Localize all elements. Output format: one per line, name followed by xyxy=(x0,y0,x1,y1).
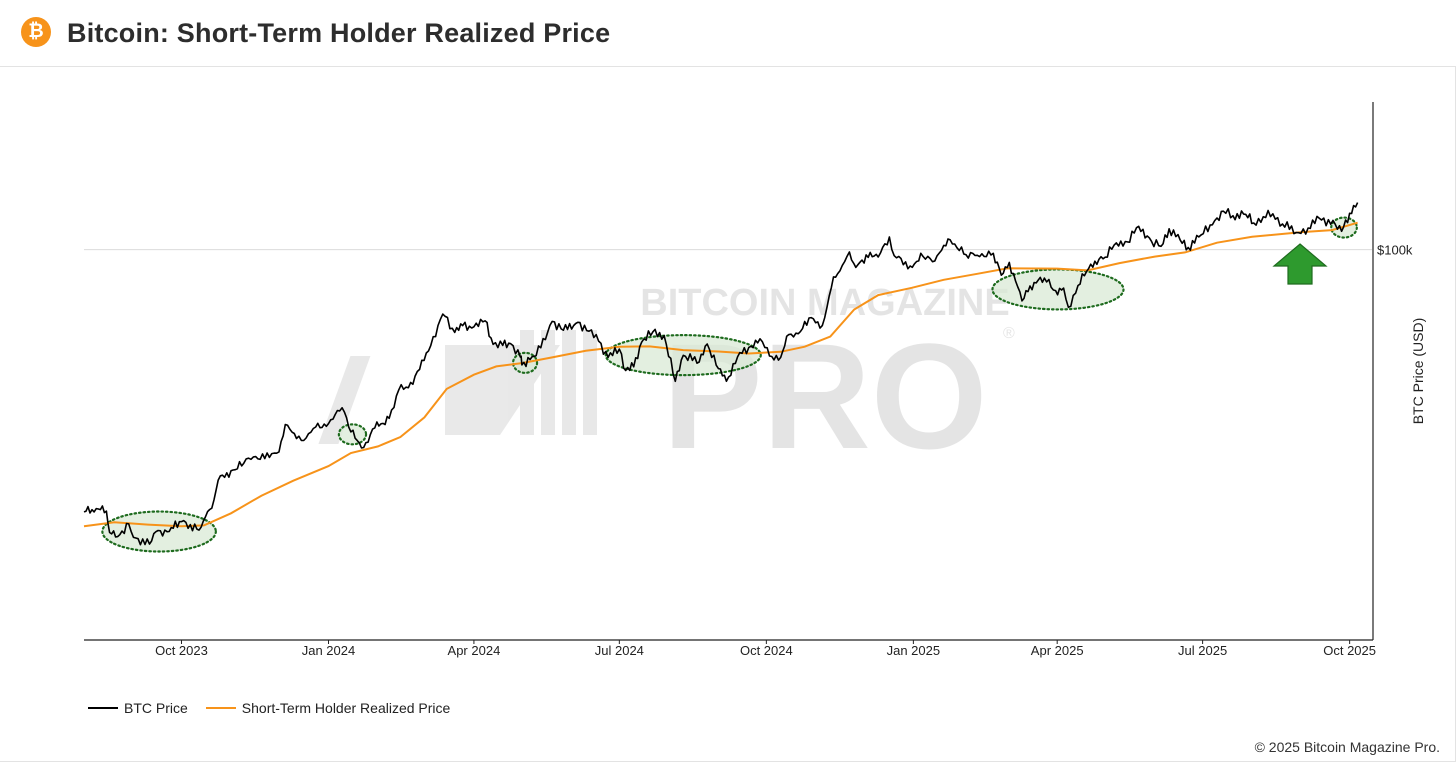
legend-item-sth-realized-price: Short-Term Holder Realized Price xyxy=(205,700,451,716)
y-tick-label: $100k xyxy=(1377,243,1413,258)
y-axis-ticks: $100k xyxy=(1377,243,1413,258)
y-axis-label: BTC Price (USD) xyxy=(1410,318,1426,425)
chart-header: ₿ Bitcoin: Short-Term Holder Realized Pr… xyxy=(0,0,1456,67)
x-tick-label: Apr 2024 xyxy=(448,643,501,658)
x-tick-label: Jul 2024 xyxy=(595,643,644,658)
watermark: BITCOIN MAGAZINE PRO ® xyxy=(318,282,1015,480)
x-tick-label: Oct 2024 xyxy=(740,643,793,658)
series-line-sth-realized-price xyxy=(83,221,1358,528)
legend-swatch-sth xyxy=(205,707,236,709)
x-tick-label: Oct 2023 xyxy=(155,643,208,658)
highlight-ellipse xyxy=(337,423,368,446)
legend-item-btc-price: BTC Price xyxy=(88,700,188,716)
highlight-ellipse xyxy=(991,268,1125,311)
chart-title: Bitcoin: Short-Term Holder Realized Pric… xyxy=(67,18,611,48)
x-axis-ticks: Oct 2023 Jan 2024 Apr 2024 Jul 2024 Oct 2024… xyxy=(155,640,1376,658)
x-tick-label: Jan 2024 xyxy=(302,643,356,658)
legend-label-btc: BTC Price xyxy=(124,700,188,716)
legend-swatch-btc xyxy=(88,707,118,709)
legend: BTC Price Short-Term Holder Realized Pri… xyxy=(88,700,460,716)
highlight-ellipse xyxy=(101,510,217,553)
watermark-registered-mark: ® xyxy=(1003,325,1015,342)
x-tick-label: Jan 2025 xyxy=(887,643,941,658)
x-tick-label: Oct 2025 xyxy=(1323,643,1376,658)
series-line-btc-price xyxy=(83,202,1359,546)
x-tick-label: Apr 2025 xyxy=(1031,643,1084,658)
legend-label-sth: Short-Term Holder Realized Price xyxy=(241,700,451,716)
footer-credit: © 2025 Bitcoin Magazine Pro. xyxy=(1254,739,1440,755)
bitcoin-icon: ₿ xyxy=(21,17,51,47)
up-arrow-icon xyxy=(1272,243,1328,285)
x-tick-label: Jul 2025 xyxy=(1178,643,1227,658)
